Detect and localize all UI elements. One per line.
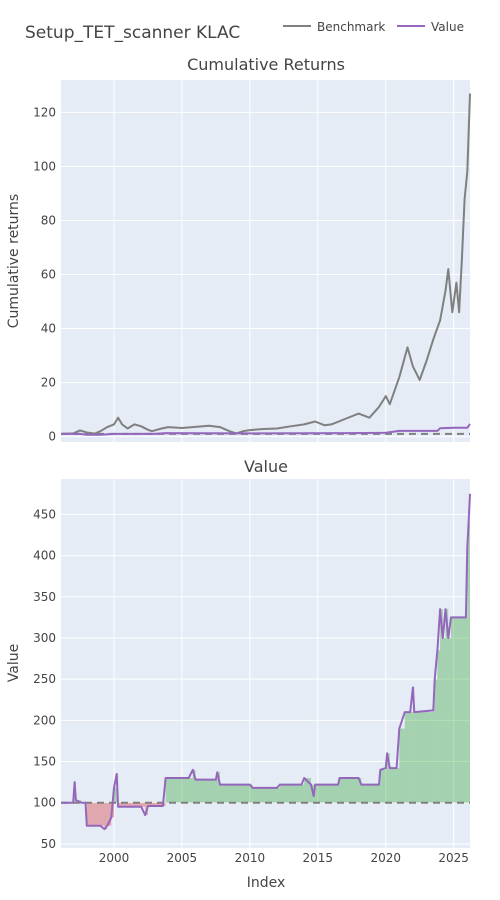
fill-segment-negative xyxy=(100,802,105,826)
fill-segment-negative xyxy=(147,802,155,806)
fill-segment-negative xyxy=(162,802,166,806)
fill-segment-positive xyxy=(217,772,220,803)
series-line-benchmark-cumulative[interactable] xyxy=(60,93,471,435)
fill-segment-positive xyxy=(113,787,117,803)
legend[interactable]: Benchmark Value xyxy=(283,20,464,34)
y-ticks-value: 50 100 150 200 250 300 350 400 450 xyxy=(33,507,56,850)
fill-segment-negative xyxy=(107,802,112,826)
x-tick-label: 2025 xyxy=(438,851,469,865)
x-axis-title: Index xyxy=(247,875,286,891)
fill-segment-positive xyxy=(279,784,302,803)
fill-segment-negative xyxy=(141,802,146,807)
fill-segment-positive xyxy=(442,637,446,803)
fill-segment-positive xyxy=(450,617,466,803)
fill-segment-positive xyxy=(433,710,435,803)
fill-segment-positive xyxy=(399,728,405,803)
fill-segment-negative xyxy=(118,802,142,807)
fill-segment-negative xyxy=(104,802,108,830)
fill-segment-positive xyxy=(165,777,189,803)
grid-cumulative xyxy=(61,80,470,442)
fill-segment-positive xyxy=(437,650,441,803)
y-tick-label: 20 xyxy=(41,376,56,390)
y-tick-label: 150 xyxy=(33,755,56,769)
series-line-value-value[interactable] xyxy=(61,493,471,831)
fill-segment-positive xyxy=(313,796,316,803)
fill-segment-positive xyxy=(414,712,434,803)
y-tick-label: 250 xyxy=(33,672,56,686)
panel-title-cumulative-returns: Cumulative Returns xyxy=(187,55,345,74)
y-tick-label: 50 xyxy=(41,837,56,851)
fill-segment-positive xyxy=(338,784,340,803)
fill-segment-negative xyxy=(86,802,101,826)
legend-item-benchmark[interactable]: Benchmark xyxy=(283,20,385,34)
fill-segment-positive xyxy=(304,777,312,803)
fill-segment-positive xyxy=(404,712,411,803)
fill-segment-positive xyxy=(440,609,443,803)
fill-segment-positive xyxy=(412,687,415,803)
legend-label-value: Value xyxy=(431,20,464,34)
panel-cumulative-returns: Cumulative Returns 0 20 40 60 80 100 120 Cumul… xyxy=(6,55,471,444)
legend-item-value[interactable]: Value xyxy=(397,20,464,34)
fill-segment-positive xyxy=(219,784,250,803)
y-tick-label: 100 xyxy=(33,796,56,810)
y-ticks-cumulative: 0 20 40 60 80 100 120 xyxy=(33,105,56,443)
y-tick-label: 350 xyxy=(33,590,56,604)
fill-segment-negative xyxy=(154,802,163,806)
y-tick-label: 80 xyxy=(41,213,56,227)
fill-segment-positive xyxy=(434,679,438,803)
plot-area-cumulative xyxy=(61,80,470,442)
fill-segment-positive xyxy=(448,637,451,803)
series-group-value xyxy=(61,493,471,831)
plot-area-value xyxy=(61,479,470,848)
fill-segment-positive xyxy=(445,609,449,803)
y-tick-label: 300 xyxy=(33,631,56,645)
fill-segment-positive xyxy=(252,787,278,803)
fill-segment-positive xyxy=(467,547,469,803)
chart-title: Setup_TET_scanner KLAC xyxy=(25,23,240,43)
y-tick-label: 40 xyxy=(41,322,56,336)
x-tick-label: 2020 xyxy=(370,851,401,865)
panel-title-value: Value xyxy=(244,457,288,476)
fill-segment-positive xyxy=(380,769,386,803)
fill-segment-positive xyxy=(396,768,400,803)
y-tick-label: 60 xyxy=(41,268,56,282)
fill-segment-positive xyxy=(389,768,397,803)
fill-segment-positive xyxy=(358,777,362,803)
x-tick-label: 2010 xyxy=(235,851,266,865)
legend-label-benchmark: Benchmark xyxy=(317,20,385,34)
y-tick-label: 400 xyxy=(33,549,56,563)
y-axis-title-cumulative: Cumulative returns xyxy=(6,194,22,328)
fill-segment-positive xyxy=(277,787,280,803)
fill-segment-positive xyxy=(215,779,218,803)
y-tick-label: 200 xyxy=(33,713,56,727)
fill-segment-positive xyxy=(315,784,339,803)
y-tick-label: 0 xyxy=(48,430,56,444)
fill-segment-positive xyxy=(378,784,381,803)
fill-segment-positive xyxy=(385,768,388,803)
series-group-cumulative xyxy=(60,93,471,436)
fill-segment-positive xyxy=(468,522,470,803)
fill-group-value xyxy=(74,522,470,830)
fill-segment-positive xyxy=(249,784,253,803)
fill-segment-positive xyxy=(410,712,413,803)
fill-segment-positive xyxy=(192,769,196,803)
fill-segment-positive xyxy=(361,784,379,803)
fill-segment-positive xyxy=(188,777,193,803)
x-tick-label: 2005 xyxy=(167,851,198,865)
y-axis-title-value: Value xyxy=(6,644,22,682)
x-tick-label: 2015 xyxy=(303,851,334,865)
fill-segment-positive xyxy=(387,753,390,803)
series-line-value-cumulative[interactable] xyxy=(61,423,471,436)
fill-segment-positive xyxy=(339,777,359,803)
fill-segment-positive xyxy=(195,779,216,803)
fill-segment-positive xyxy=(465,617,468,803)
y-tick-label: 450 xyxy=(33,507,56,521)
y-tick-label: 120 xyxy=(33,105,56,119)
x-tick-label: 2000 xyxy=(99,851,130,865)
x-ticks-value: 2000 2005 2010 2015 2020 2025 xyxy=(99,851,469,865)
y-tick-label: 100 xyxy=(33,159,56,173)
fill-segment-positive xyxy=(301,784,305,803)
